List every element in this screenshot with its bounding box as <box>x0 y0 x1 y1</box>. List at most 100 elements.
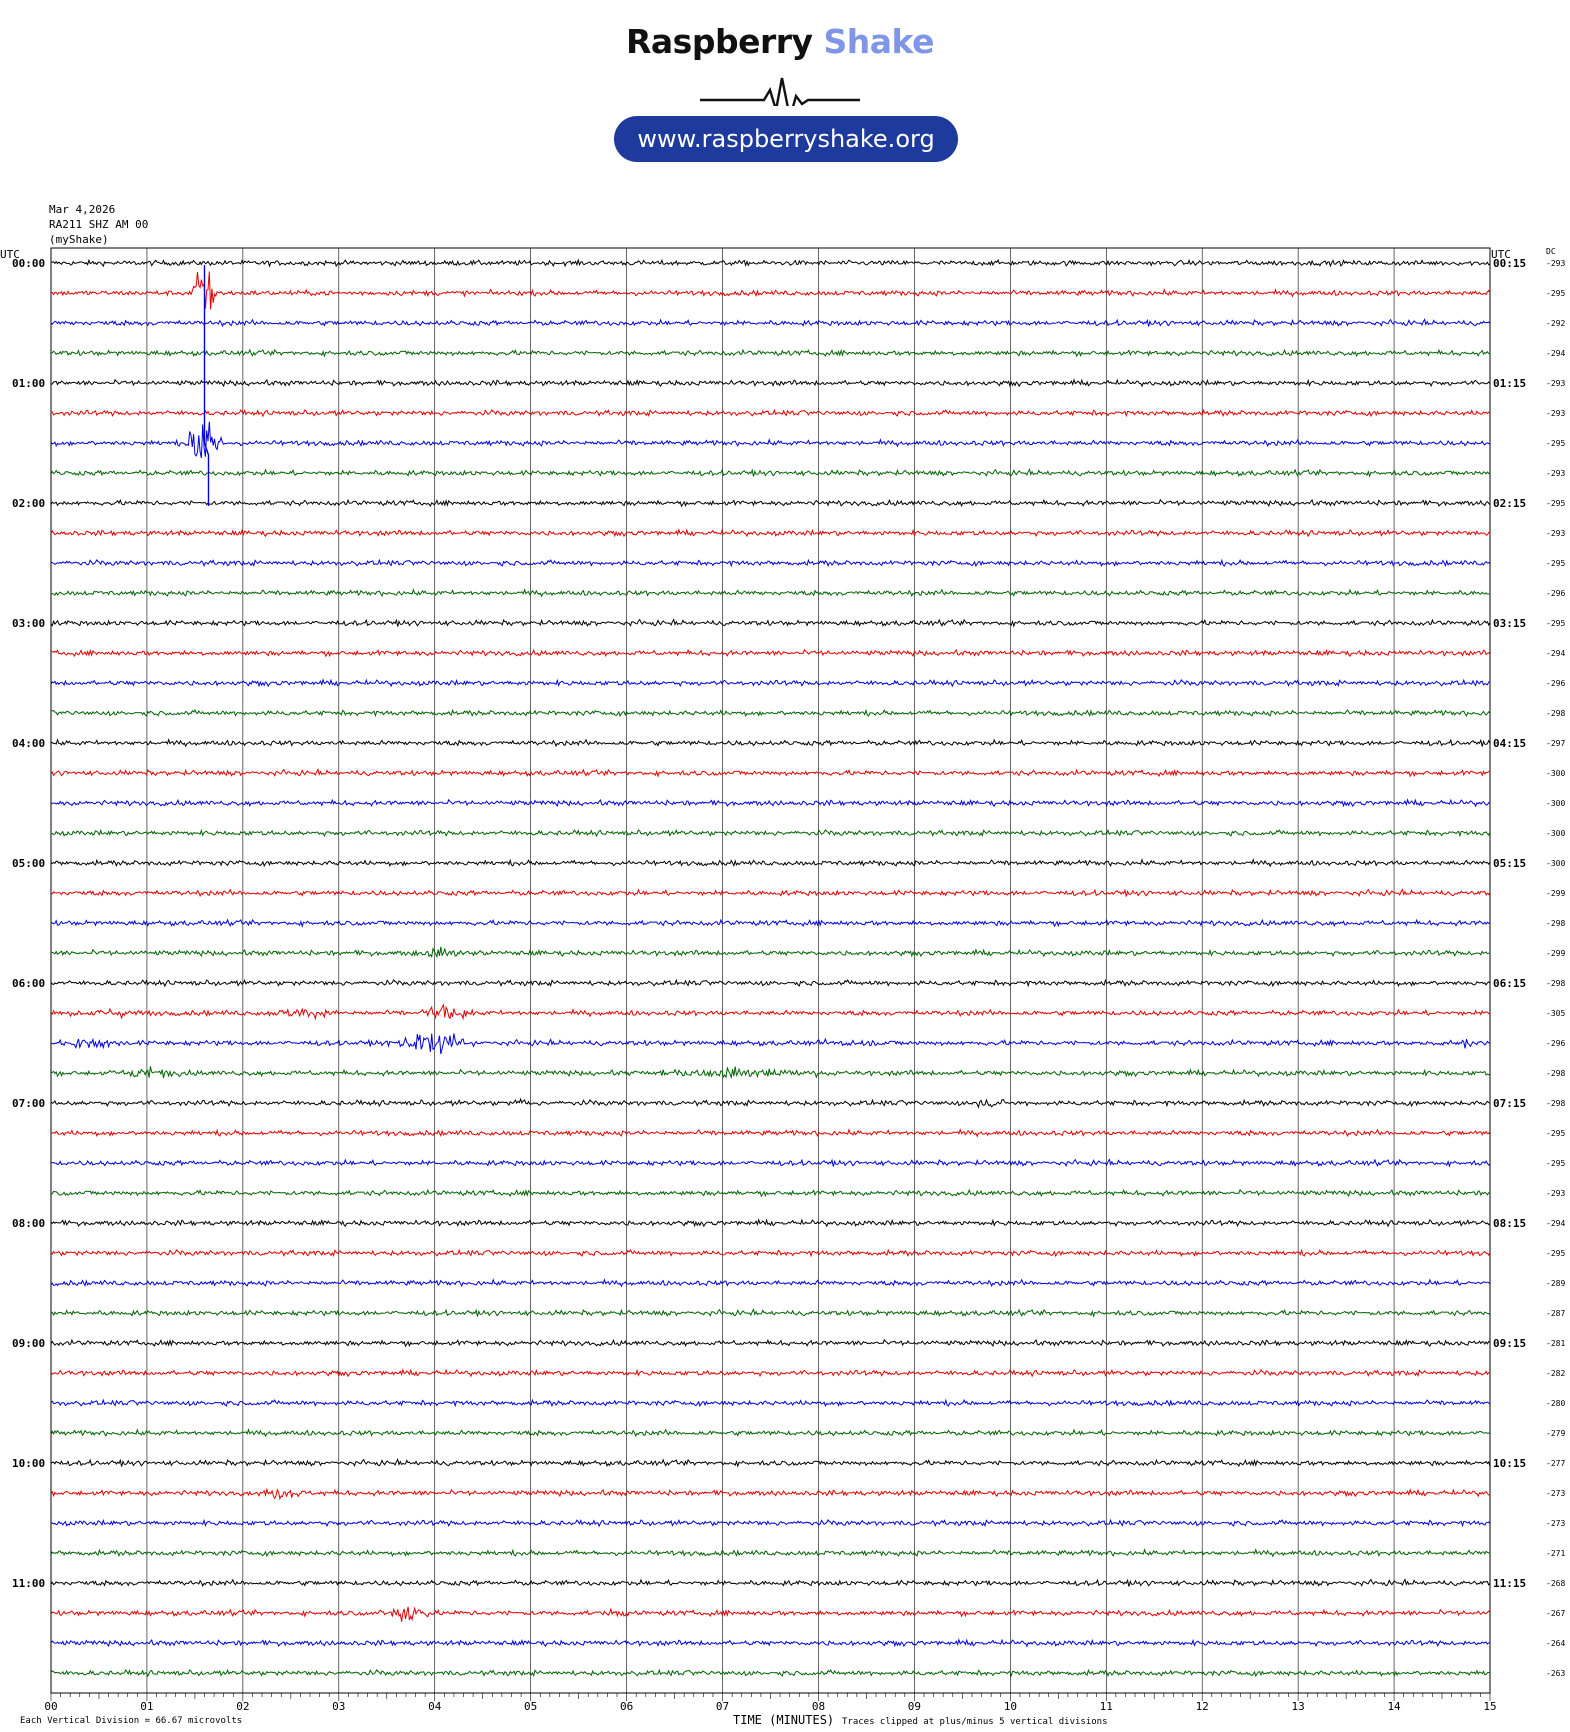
dc-offset-label: -293 <box>1546 409 1565 418</box>
date-label: Mar 4,2026 <box>49 203 116 216</box>
dc-offset-label: -280 <box>1546 1399 1565 1408</box>
seismic-trace-30 <box>50 1158 1491 1168</box>
dc-offset-label: -281 <box>1546 1339 1565 1348</box>
dc-offset-label: -295 <box>1546 559 1565 568</box>
x-tick-label: 15 <box>1483 1700 1496 1713</box>
x-tick-label: 14 <box>1387 1700 1401 1713</box>
dc-offset-label: -299 <box>1546 949 1565 958</box>
dc-offset-label: -292 <box>1546 319 1565 328</box>
dc-offset-label: -271 <box>1546 1549 1565 1558</box>
website-link[interactable]: www.raspberryshake.org <box>614 116 958 162</box>
dc-offset-label: -295 <box>1546 1159 1565 1168</box>
dc-offset-label: -298 <box>1546 1069 1565 1078</box>
plot-grid <box>50 247 1491 1701</box>
dc-offset-label: -267 <box>1546 1609 1565 1618</box>
axis-labels: 00 01 02 03 04 05 06 07 08 09 10 11 12 13 14 15 -293 00:0… <box>12 257 1565 1713</box>
seismic-trace-24 <box>50 978 1491 988</box>
dc-offset-label: -294 <box>1546 1219 1565 1228</box>
dc-offset-label: -300 <box>1546 769 1565 778</box>
seismic-trace-6 <box>50 421 1491 459</box>
seismic-trace-26 <box>51 1033 1491 1055</box>
hour-label-left: 07:00 <box>12 1097 45 1110</box>
seismic-trace-31 <box>50 1188 1491 1198</box>
hour-label-right: 05:15 <box>1493 857 1526 870</box>
seismic-trace-33 <box>50 1248 1491 1258</box>
dc-offset-label: -295 <box>1546 1129 1565 1138</box>
seismic-trace-34 <box>50 1278 1491 1288</box>
hour-label-right: 07:15 <box>1493 1097 1526 1110</box>
seismic-trace-2 <box>50 318 1491 328</box>
x-tick-label: 01 <box>140 1700 153 1713</box>
seismic-trace-0 <box>50 258 1491 268</box>
hour-label-right: 06:15 <box>1493 977 1526 990</box>
x-tick-label: 03 <box>332 1700 345 1713</box>
hour-label-right: 08:15 <box>1493 1217 1526 1230</box>
seismic-trace-14 <box>50 678 1491 688</box>
glitch-spike <box>203 265 210 506</box>
hour-label-left: 02:00 <box>12 497 45 510</box>
dc-offset-label: -298 <box>1546 709 1565 718</box>
hour-label-right: 11:15 <box>1493 1577 1526 1590</box>
seismic-trace-29 <box>50 1128 1491 1138</box>
dc-offset-label: -295 <box>1546 619 1565 628</box>
x-tick-label: 04 <box>428 1700 442 1713</box>
seismic-trace-9 <box>50 528 1491 538</box>
seismic-trace-8 <box>50 498 1491 508</box>
dc-offset-label: -294 <box>1546 649 1565 658</box>
dc-offset-label: -293 <box>1546 1189 1565 1198</box>
dc-offset-label: -295 <box>1546 289 1565 298</box>
dc-offset-label: -300 <box>1546 859 1565 868</box>
dc-offset-label: -273 <box>1546 1489 1565 1498</box>
x-tick-label: 10 <box>1004 1700 1017 1713</box>
hour-label-left: 06:00 <box>12 977 45 990</box>
seismic-trace-1 <box>50 271 1491 310</box>
x-tick-label: 00 <box>44 1700 57 1713</box>
x-tick-label: 02 <box>236 1700 249 1713</box>
seismic-trace-15 <box>50 708 1491 718</box>
dc-offset-label: -296 <box>1546 679 1565 688</box>
clip-note: Traces clipped at plus/minus 5 vertical … <box>842 1717 1108 1727</box>
x-tick-label: 07 <box>716 1700 729 1713</box>
dc-offset-label: -263 <box>1546 1669 1565 1678</box>
seismic-trace-36 <box>50 1338 1491 1348</box>
hour-label-left: 01:00 <box>12 377 45 390</box>
seismic-trace-27 <box>50 1066 1491 1080</box>
seismic-trace-11 <box>50 588 1491 598</box>
seismic-trace-19 <box>50 828 1491 838</box>
seismic-trace-25 <box>50 1003 1491 1021</box>
hour-label-left: 00:00 <box>12 257 45 270</box>
seismic-trace-43 <box>50 1548 1491 1558</box>
x-tick-label: 12 <box>1196 1700 1209 1713</box>
dc-offset-label: -298 <box>1546 919 1565 928</box>
seismic-trace-32 <box>50 1218 1491 1228</box>
hour-label-left: 09:00 <box>12 1337 45 1350</box>
dc-offset-label: -293 <box>1546 469 1565 478</box>
dc-offset-label: -264 <box>1546 1639 1565 1648</box>
dc-offset-label: -293 <box>1546 259 1565 268</box>
seismic-trace-5 <box>50 408 1491 418</box>
hour-label-left: 11:00 <box>12 1577 45 1590</box>
seismic-trace-4 <box>50 378 1491 388</box>
hour-label-left: 04:00 <box>12 737 45 750</box>
seismic-trace-45 <box>50 1606 1491 1622</box>
seismic-trace-37 <box>50 1368 1491 1378</box>
seismic-trace-47 <box>50 1668 1491 1678</box>
division-note: Each Vertical Division = 66.67 microvolt… <box>20 1716 242 1726</box>
dc-offset-label: -273 <box>1546 1519 1565 1528</box>
dc-offset-label: -298 <box>1546 1099 1565 1108</box>
dc-offset-label: -300 <box>1546 829 1565 838</box>
x-tick-label: 05 <box>524 1700 537 1713</box>
dc-offset-label: -298 <box>1546 979 1565 988</box>
dc-offset-label: -296 <box>1546 1039 1565 1048</box>
hour-label-right: 03:15 <box>1493 617 1526 630</box>
seismic-trace-13 <box>50 648 1491 658</box>
hour-label-right: 00:15 <box>1493 257 1526 270</box>
dc-offset-label: -296 <box>1546 589 1565 598</box>
seismic-trace-21 <box>50 888 1491 898</box>
hour-label-right: 01:15 <box>1493 377 1526 390</box>
dc-offset-label: -295 <box>1546 1249 1565 1258</box>
dc-offset-label: -293 <box>1546 379 1565 388</box>
seismic-trace-23 <box>51 946 1491 959</box>
hour-label-right: 02:15 <box>1493 497 1526 510</box>
